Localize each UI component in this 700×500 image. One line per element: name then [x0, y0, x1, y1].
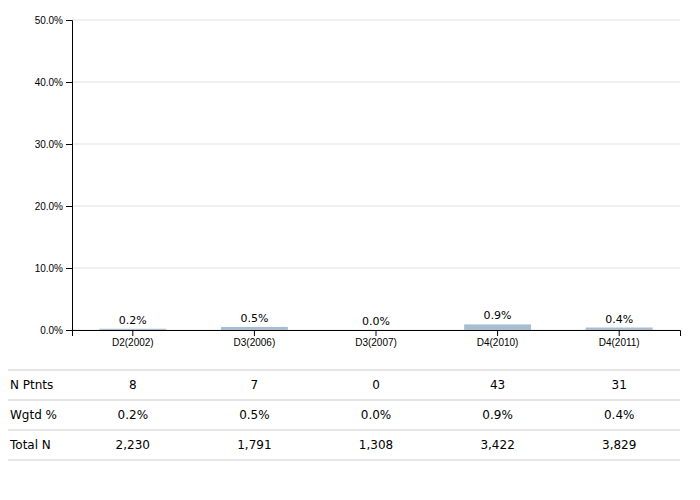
- x-tick-label: D3(2007): [355, 337, 397, 348]
- y-tick: 40.0%: [35, 77, 72, 88]
- table-cell: 8: [129, 378, 137, 392]
- y-tick-label: 40.0%: [35, 77, 63, 88]
- grid-line: [72, 206, 680, 207]
- y-tick-mark: [66, 206, 72, 207]
- x-tick-mark: [132, 330, 133, 336]
- table-cell: 3,829: [602, 438, 636, 452]
- table-cell: 1,308: [359, 438, 393, 452]
- y-tick-mark: [66, 330, 72, 331]
- bar: [99, 329, 166, 330]
- x-tick: D4(2010): [477, 330, 519, 348]
- table-separator: [8, 370, 680, 371]
- y-tick: 0.0%: [40, 325, 72, 336]
- y-tick-label: 10.0%: [35, 263, 63, 274]
- x-tick-mark: [376, 330, 377, 336]
- y-tick-label: 50.0%: [35, 15, 63, 26]
- grid-line: [72, 20, 680, 21]
- table: N Ptnts 8 7 0 43 31 Wgtd % 0.2% 0.5% 0.0% 0.9% 0.4%…: [8, 370, 680, 460]
- x-axis-line: [73, 331, 681, 337]
- y-tick: 50.0%: [35, 15, 72, 26]
- x-axis: D2(2002) D3(2006) D3(2007) D4(2010) D4(2011): [73, 330, 681, 348]
- table-cell: 0.9%: [482, 408, 512, 422]
- table-cell: 0.5%: [239, 408, 270, 422]
- table-cell: 1,791: [237, 438, 271, 452]
- x-tick: D2(2002): [112, 330, 154, 348]
- data-label: 0.0%: [362, 315, 390, 328]
- y-tick-label: 20.0%: [35, 201, 63, 212]
- x-tick-mark: [254, 330, 255, 336]
- y-tick-label: 0.0%: [40, 325, 63, 336]
- table-cell: 0: [372, 378, 380, 392]
- table-separator: [8, 430, 680, 431]
- table-cell: 0.0%: [361, 408, 392, 422]
- table-row-label: Wgtd %: [10, 408, 57, 422]
- table-cell: 2,230: [116, 438, 150, 452]
- y-tick-mark: [66, 144, 72, 145]
- bar: [221, 327, 288, 330]
- table-cell: 3,422: [480, 438, 514, 452]
- table-separator: [8, 400, 680, 401]
- chart-svg: 0.0% 10.0% 20.0% 30.0% 40.0% 50.0% D2(2002) D3(…: [0, 0, 700, 500]
- grid-line: [72, 268, 680, 269]
- data-labels: 0.2% 0.5% 0.0% 0.9% 0.4%: [119, 309, 633, 328]
- x-tick-label: D3(2006): [234, 337, 276, 348]
- bar: [464, 324, 531, 330]
- table-cell: 0.2%: [118, 408, 148, 422]
- x-tick-mark: [497, 330, 498, 336]
- x-tick-label: D2(2002): [112, 337, 154, 348]
- chart-container: 0.0% 10.0% 20.0% 30.0% 40.0% 50.0% D2(2002) D3(…: [0, 0, 700, 500]
- table-row-label: N Ptnts: [10, 378, 53, 392]
- y-tick-mark: [66, 268, 72, 269]
- x-tick-label: D4(2011): [599, 337, 640, 348]
- data-label: 0.9%: [484, 309, 512, 322]
- y-tick-mark: [66, 82, 72, 83]
- x-tick-mark: [619, 330, 620, 336]
- y-tick-mark: [66, 20, 72, 21]
- y-tick-label: 30.0%: [35, 139, 63, 150]
- x-tick: D3(2006): [234, 330, 276, 348]
- plot-area: 0.0% 10.0% 20.0% 30.0% 40.0% 50.0% D2(2002) D3(…: [8, 15, 681, 460]
- grid-line: [72, 144, 680, 145]
- table-row-label: Total N: [9, 438, 51, 452]
- x-tick: D3(2007): [355, 330, 397, 348]
- bar: [586, 328, 653, 330]
- y-tick: 30.0%: [35, 139, 72, 150]
- data-label: 0.2%: [119, 314, 147, 327]
- table-cell: 43: [490, 378, 505, 392]
- x-tick-label: D4(2010): [477, 337, 519, 348]
- grid: [72, 20, 680, 330]
- y-tick: 20.0%: [35, 201, 72, 212]
- table-cell: 7: [251, 378, 259, 392]
- x-tick: D4(2011): [599, 330, 640, 348]
- y-axis-line: [66, 21, 73, 331]
- y-tick: 10.0%: [35, 263, 72, 274]
- table-separator: [8, 460, 680, 461]
- data-label: 0.4%: [605, 313, 633, 326]
- y-axis: 0.0% 10.0% 20.0% 30.0% 40.0% 50.0%: [35, 15, 73, 336]
- table-cell: 0.4%: [604, 408, 635, 422]
- data-label: 0.5%: [240, 312, 268, 325]
- table-cell: 31: [612, 378, 627, 392]
- grid-line: [72, 82, 680, 83]
- bar: [343, 330, 410, 331]
